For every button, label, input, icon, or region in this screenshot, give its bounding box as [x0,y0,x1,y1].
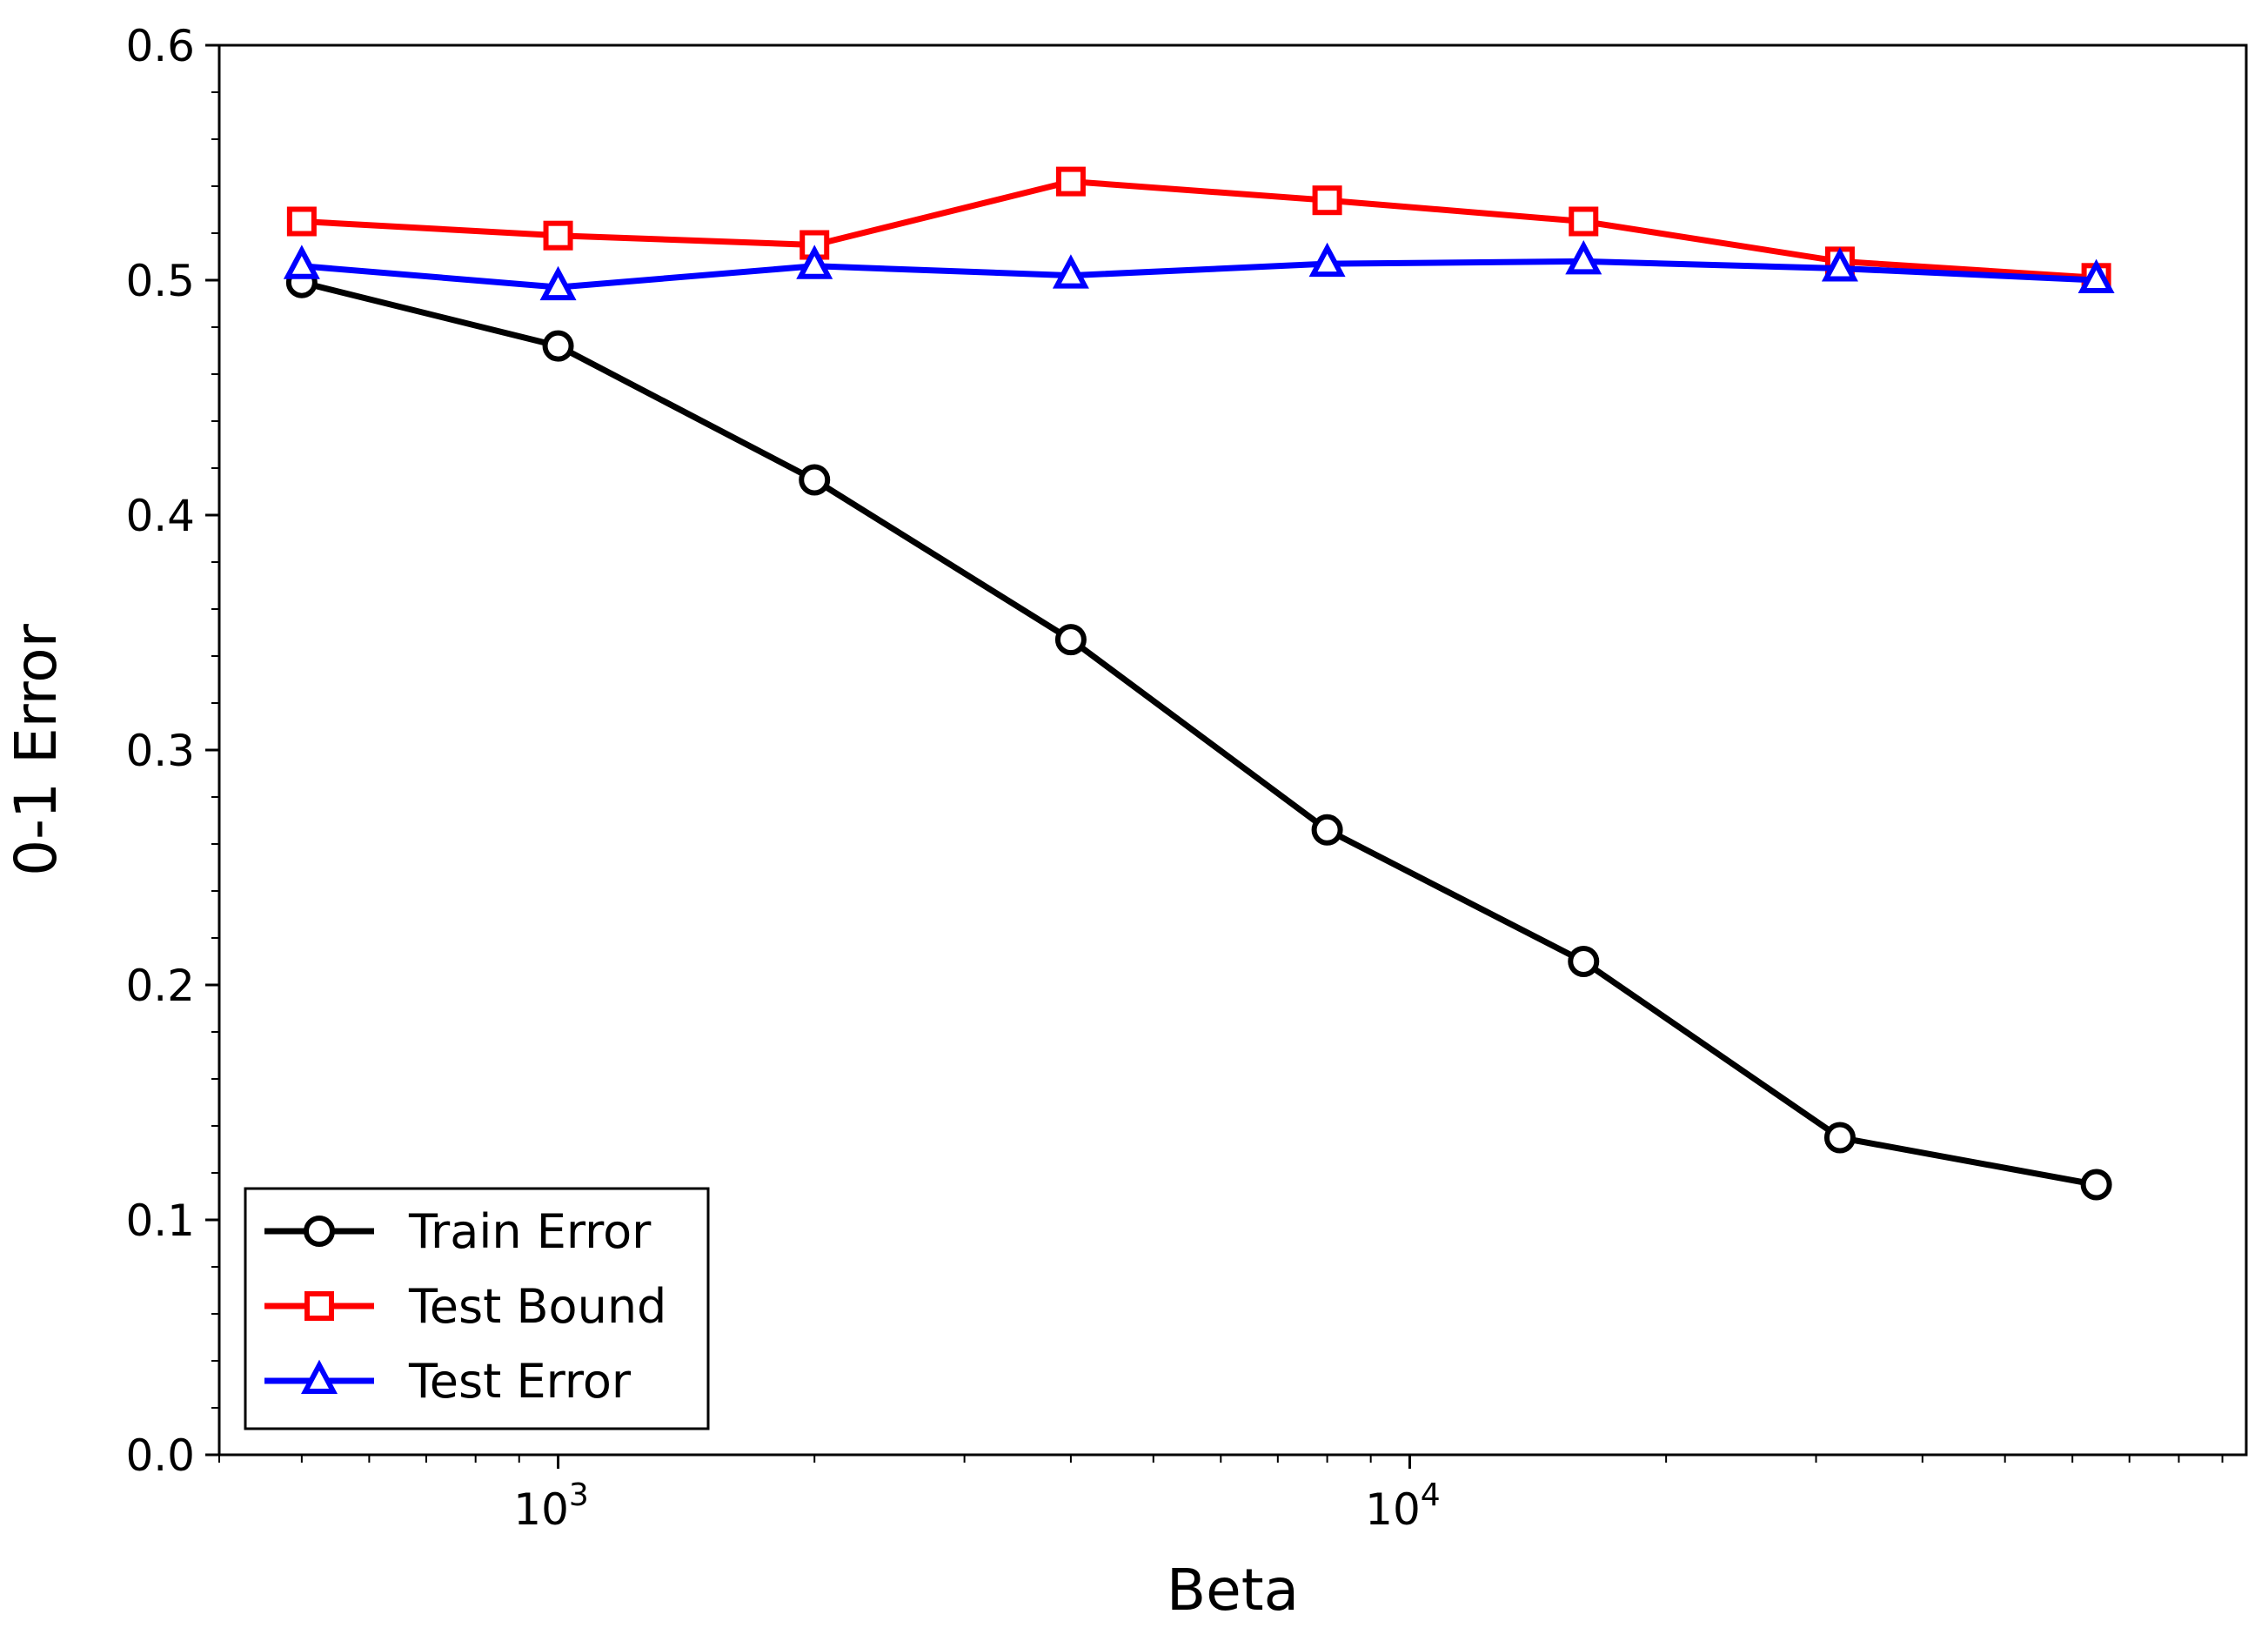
data-point [539,265,577,301]
y-tick-label: 0.1 [125,1196,195,1246]
data-point [796,244,833,279]
y-tick-label: 0.3 [125,726,195,776]
data-point [542,330,574,362]
x-axis-title: Beta [1167,1557,1299,1624]
data-point [1052,254,1089,289]
data-point [1054,624,1087,656]
data-point [283,244,320,279]
legend-item: Train Error [264,1204,652,1259]
y-tick-label: 0.6 [125,21,195,71]
series-line [301,178,2097,281]
x-axis: 103 104 [513,1455,1441,1535]
data-point [1569,206,1599,237]
y-tick-label: 0.0 [125,1430,195,1481]
legend-label: Train Error [408,1204,652,1259]
x-tick-label: 104 [1365,1477,1441,1535]
data-point [1568,946,1600,977]
legend-marker [304,1216,335,1247]
legend-item: Test Error [264,1354,632,1409]
series-line [301,279,2097,1188]
legend-item: Test Bound [264,1279,666,1334]
y-tick-label: 0.5 [125,256,195,306]
data-point [543,220,573,251]
data-point [1823,1122,1856,1154]
y-axis: 0.0 0.1 0.2 0.3 0.4 0.5 0.6 [125,21,219,1481]
x-tick-label: 103 [513,1477,589,1535]
data-point [799,230,830,260]
legend-marker [304,1291,334,1321]
y-axis-title: 0-1 Error [3,623,70,876]
y-tick-label: 0.2 [125,961,195,1011]
data-point [2080,1169,2112,1201]
data-point [286,206,317,237]
legend-marker [301,1359,338,1394]
legend-label: Test Bound [408,1279,666,1334]
series-layer [283,166,2115,1201]
data-point [1311,814,1343,846]
data-point [2077,258,2115,293]
data-point [1308,242,1346,278]
series-line [301,258,2097,291]
legend-label: Test Error [408,1354,632,1409]
data-point [799,464,831,496]
data-point [1821,247,1858,282]
y-tick-label: 0.4 [125,491,195,541]
legend: Train Error Test Bound Test Error [244,1187,710,1430]
data-point [1055,166,1086,197]
data-point [1312,185,1342,216]
series-test-error [283,240,2115,301]
data-point [1565,240,1602,275]
